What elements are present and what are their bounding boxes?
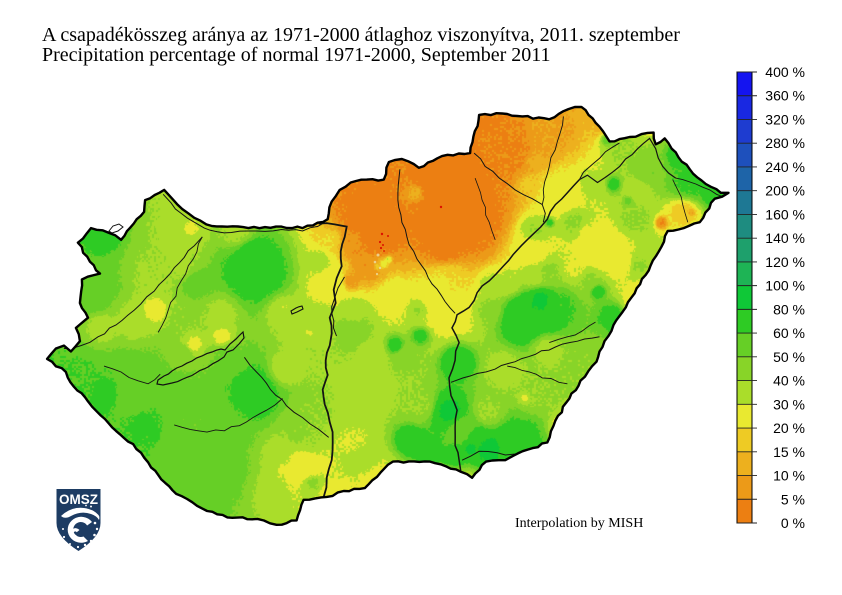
svg-text:60 %: 60 % bbox=[773, 325, 805, 341]
svg-text:240 %: 240 % bbox=[765, 159, 805, 175]
svg-text:100 %: 100 % bbox=[765, 278, 805, 294]
svg-text:Interpolation by MISH: Interpolation by MISH bbox=[515, 516, 643, 531]
svg-text:160 %: 160 % bbox=[765, 206, 805, 222]
svg-text:360 %: 360 % bbox=[765, 88, 805, 104]
svg-text:120 %: 120 % bbox=[765, 254, 805, 270]
svg-text:5 %: 5 % bbox=[781, 491, 805, 507]
svg-text:200 %: 200 % bbox=[765, 183, 805, 199]
svg-text:OMSZ: OMSZ bbox=[59, 491, 98, 507]
svg-text:400 %: 400 % bbox=[765, 64, 805, 80]
svg-text:30 %: 30 % bbox=[773, 396, 805, 412]
svg-text:20 %: 20 % bbox=[773, 420, 805, 436]
svg-text:40 %: 40 % bbox=[773, 373, 805, 389]
svg-text:50 %: 50 % bbox=[773, 349, 805, 365]
svg-text:0 %: 0 % bbox=[781, 515, 805, 531]
svg-text:320 %: 320 % bbox=[765, 111, 805, 127]
svg-text:280 %: 280 % bbox=[765, 135, 805, 151]
svg-text:10 %: 10 % bbox=[773, 468, 805, 484]
svg-text:15 %: 15 % bbox=[773, 444, 805, 460]
svg-text:80 %: 80 % bbox=[773, 301, 805, 317]
svg-text:140 %: 140 % bbox=[765, 230, 805, 246]
